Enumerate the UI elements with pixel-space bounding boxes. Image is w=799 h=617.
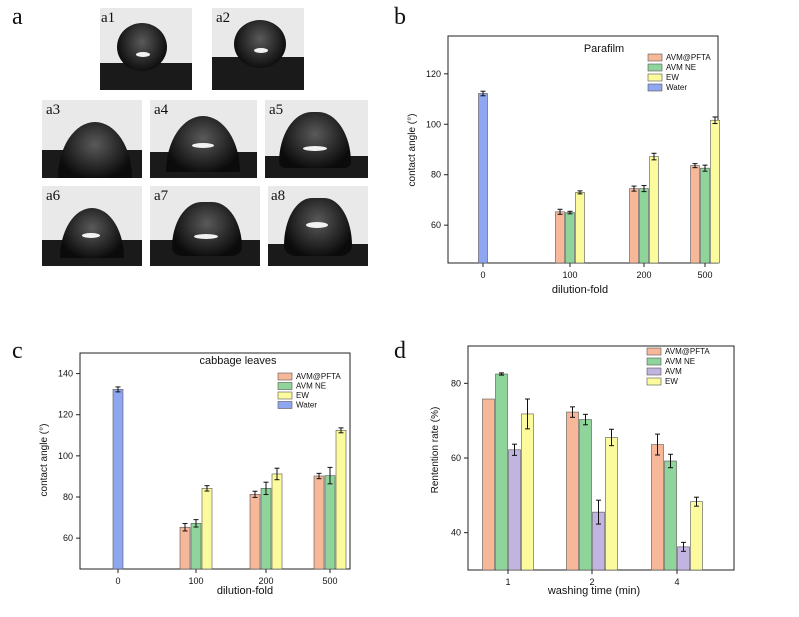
cabbage-legend-label: AVM@PFTA [296,372,341,381]
retention-bar-ew-2 [605,437,618,571]
retention-bar-avm-ne-2 [579,419,592,571]
parafilm-y-axis-label: contact angle (°) [407,114,418,187]
retention-legend-label: EW [665,377,678,386]
retention-legend-swatch [646,357,662,366]
parafilm-legend-swatch [647,63,663,72]
parafilm-xtick-label: 100 [562,270,577,280]
parafilm-ytick-label: 120 [426,69,441,79]
droplet-photo-a4 [150,100,257,178]
cabbage-legend-label: Water [296,401,317,410]
retention-bar-ew-4 [690,501,703,571]
retention-y-axis-label: Rentention rate (%) [430,407,441,494]
parafilm-legend-label: Water [666,83,687,92]
cabbage-legend-swatch [277,391,293,400]
cabbage-ytick-label: 120 [58,410,73,420]
retention-ytick-label: 80 [451,378,461,388]
retention-ytick-label: 40 [451,528,461,538]
parafilm-legend-label: AVM@PFTA [666,53,711,62]
retention-bar-avm-pfta-4 [651,444,664,571]
photo-label-a1: a1 [101,10,116,26]
photo-label-a6: a6 [46,188,61,204]
cabbage-ytick-label: 140 [58,369,73,379]
parafilm-legend-label: AVM NE [666,63,696,72]
parafilm-ytick-label: 80 [431,170,441,180]
cabbage-chart-title: cabbage leaves [199,355,277,367]
parafilm-legend-swatch [647,53,663,62]
retention-xtick-label: 2 [589,577,594,587]
panel-letter-c: c [12,338,23,364]
panel-letter-a: a [12,4,23,30]
cabbage-legend-swatch [277,372,293,381]
retention-bar-avm-ne-1 [495,373,508,571]
parafilm-x-axis-label: dilution-fold [552,284,608,296]
retention-bar-avm-pfta-1 [482,398,495,571]
photo-label-a4: a4 [154,102,169,118]
parafilm-legend-swatch [647,73,663,82]
retention-x-axis-label: washing time (min) [547,585,640,597]
parafilm-ytick-label: 100 [426,119,441,129]
photo-label-a2: a2 [216,10,231,26]
retention-legend-label: AVM [665,367,682,376]
retention-bar-avm-ne-4 [664,460,677,571]
panel-letter-d: d [394,338,406,364]
panel-letter-b: b [394,4,406,30]
photo-label-a5: a5 [269,102,284,118]
droplet-photo-a6 [42,186,142,266]
photo-label-a3: a3 [46,102,61,118]
photo-label-a7: a7 [154,188,169,204]
retention-ytick-label: 60 [451,453,461,463]
droplet-photo-a5 [265,100,368,178]
cabbage-legend-swatch [277,401,293,409]
retention-xtick-label: 1 [505,577,510,587]
droplet-photo-a8 [268,186,368,266]
droplet-photo-a2 [212,8,304,90]
retention-legend-swatch [646,347,662,356]
cabbage-ytick-label: 100 [58,451,73,461]
cabbage-xtick-label: 200 [258,576,273,586]
droplet-photo-a1 [100,8,192,90]
cabbage-xtick-label: 100 [188,576,203,586]
cabbage-xtick-label: 0 [115,576,120,586]
retention-xtick-label: 4 [674,577,679,587]
retention-legend-swatch [646,367,662,376]
parafilm-ytick-label: 60 [431,220,441,230]
cabbage-legend-label: EW [296,391,309,400]
photo-label-a8: a8 [271,188,286,204]
droplet-photo-a3 [42,100,142,178]
cabbage-plot-frame [79,352,351,570]
cabbage-y-axis-label: contact angle (°) [39,424,50,497]
parafilm-xtick-label: 0 [480,270,485,280]
parafilm-legend-swatch [647,83,663,92]
parafilm-legend-label: EW [666,73,679,82]
cabbage-xtick-label: 500 [322,576,337,586]
cabbage-legend-label: AVM NE [296,382,326,391]
parafilm-chart-title: Parafilm [584,43,624,55]
retention-bar-ew-1 [521,413,534,571]
retention-legend-label: AVM@PFTA [665,347,710,356]
cabbage-legend-swatch [277,382,293,390]
cabbage-ytick-label: 60 [63,533,73,543]
cabbage-ytick-label: 80 [63,492,73,502]
parafilm-xtick-label: 500 [697,270,712,280]
cabbage-x-axis-label: dilution-fold [217,585,273,597]
retention-bar-avm-1 [508,449,521,571]
parafilm-xtick-label: 200 [636,270,651,280]
droplet-photo-a7 [150,186,260,266]
retention-legend-swatch [646,377,662,386]
retention-bar-avm-pfta-2 [566,411,579,571]
retention-legend-label: AVM NE [665,357,695,366]
